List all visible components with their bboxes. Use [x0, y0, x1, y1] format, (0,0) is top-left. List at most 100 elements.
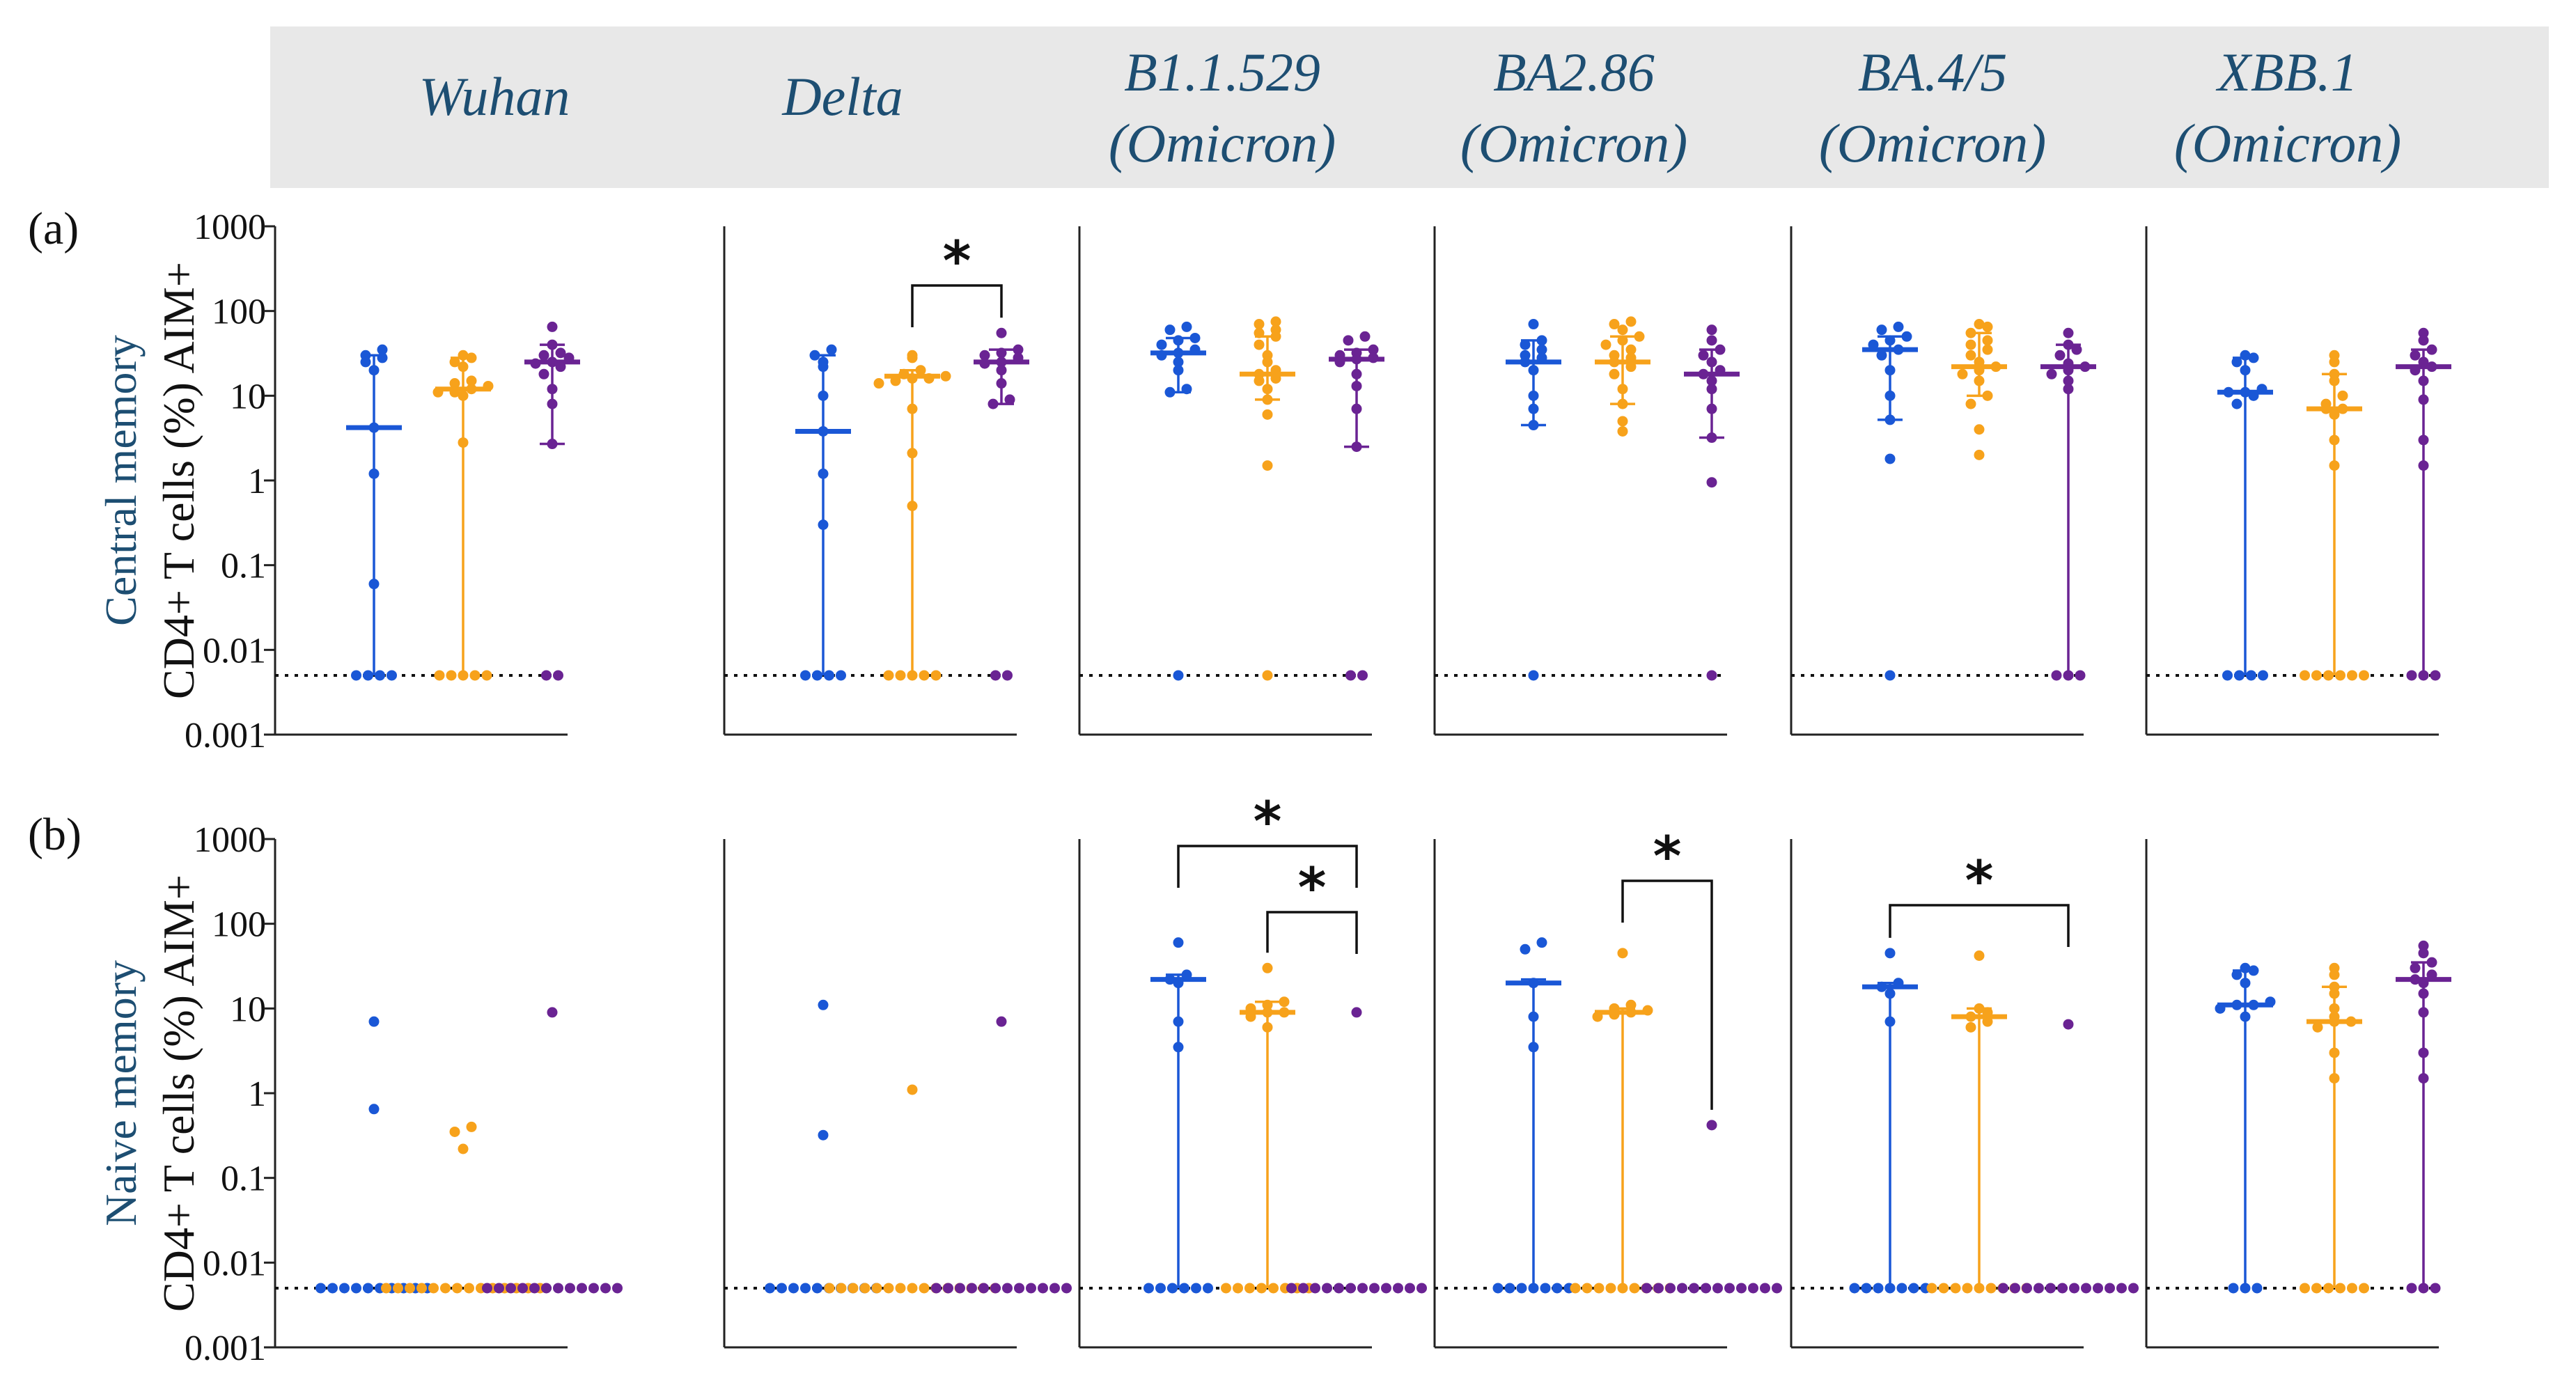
data-point-purple [2418, 1007, 2429, 1018]
data-point-orange [898, 368, 910, 379]
data-point-blue [2240, 1011, 2251, 1022]
data-point-purple [1310, 1283, 1320, 1294]
data-point-orange [446, 670, 457, 681]
data-point-purple [1049, 1283, 1060, 1294]
data-point-purple [1760, 1283, 1770, 1294]
data-point-orange [1982, 390, 1993, 401]
data-point-orange [483, 380, 494, 391]
data-point-purple [2410, 974, 2421, 985]
data-point-orange [1254, 327, 1265, 338]
data-point-orange [1982, 344, 1993, 355]
data-point-orange [449, 357, 460, 368]
data-point-purple [2426, 344, 2437, 355]
data-point-purple [2418, 327, 2429, 338]
data-point-purple [600, 1283, 611, 1294]
data-point-orange [1262, 394, 1273, 405]
data-point-blue [2228, 1283, 2239, 1294]
data-point-orange [1262, 409, 1273, 420]
data-point-purple [2418, 670, 2429, 681]
data-point-purple [588, 1283, 599, 1294]
data-point-purple [2418, 357, 2429, 368]
data-point-purple [996, 365, 1007, 376]
data-point-blue [2246, 670, 2256, 681]
data-point-purple [2116, 1283, 2127, 1294]
data-point-orange [1617, 398, 1628, 409]
data-point-orange [2329, 375, 2340, 386]
data-point-orange [1609, 368, 1620, 379]
data-point-orange [1617, 384, 1628, 395]
data-point-purple [547, 1007, 558, 1018]
data-point-purple [541, 1283, 552, 1294]
data-point-orange [1617, 416, 1628, 427]
data-point-orange [2329, 1047, 2340, 1058]
y-tick-label: 0.1 [221, 1159, 266, 1199]
data-point-orange [1262, 1021, 1273, 1033]
data-point-orange [2347, 1283, 2357, 1294]
data-point-blue [809, 350, 820, 361]
data-point-orange [1965, 350, 1976, 361]
data-point-purple [1706, 670, 1717, 681]
data-point-purple [1002, 1283, 1013, 1294]
data-point-blue [1164, 974, 1176, 985]
data-point-orange [381, 1283, 391, 1294]
data-point-blue [1492, 1283, 1504, 1294]
data-point-orange [1582, 1283, 1593, 1294]
data-point-orange [1974, 357, 1985, 368]
data-point-purple [1748, 1283, 1758, 1294]
data-point-orange [919, 1283, 930, 1294]
data-point-purple [482, 1283, 492, 1294]
data-point-purple [1701, 1283, 1711, 1294]
y-tick-label: 1 [248, 462, 266, 501]
data-point-orange [1609, 1009, 1620, 1020]
data-point-blue [1536, 335, 1547, 346]
data-point-orange [416, 1283, 427, 1294]
data-point-blue [2231, 969, 2242, 980]
data-point-orange [940, 370, 951, 382]
data-point-orange [2347, 670, 2357, 681]
data-point-orange [405, 1283, 415, 1294]
data-point-orange [1625, 1007, 1637, 1018]
data-point-blue [315, 1283, 326, 1294]
data-point-blue [1156, 339, 1167, 350]
data-point-blue [351, 1283, 361, 1294]
data-point-orange [1938, 1283, 1949, 1294]
data-point-purple [1665, 1283, 1676, 1294]
row-tag: (b) [28, 809, 81, 860]
data-point-purple [2410, 962, 2421, 973]
data-point-orange [2329, 357, 2340, 368]
data-point-orange [2311, 670, 2322, 681]
data-point-orange [1625, 344, 1637, 355]
data-point-blue [1536, 937, 1547, 948]
data-point-purple [1689, 1283, 1699, 1294]
y-tick-label: 0.1 [221, 547, 266, 586]
data-point-purple [1706, 375, 1717, 386]
data-point-orange [873, 378, 884, 389]
data-point-purple [547, 439, 558, 450]
data-point-purple [1706, 384, 1717, 395]
data-point-orange [466, 384, 477, 395]
data-point-blue [1203, 1283, 1213, 1294]
data-point-purple [529, 1283, 540, 1294]
data-point-purple [547, 357, 558, 368]
significance-bracket [1266, 911, 1358, 954]
data-point-purple [1369, 1283, 1380, 1294]
header-variant-name: Wuhan [419, 66, 570, 127]
data-point-orange [2359, 1283, 2369, 1294]
data-point-orange [1244, 1283, 1255, 1294]
data-point-purple [1351, 354, 1362, 365]
data-point-purple [2418, 460, 2429, 471]
data-point-purple [1381, 1283, 1391, 1294]
data-point-purple [547, 339, 558, 350]
data-point-purple [553, 670, 563, 681]
data-point-orange [2323, 670, 2334, 681]
data-point-blue [818, 390, 829, 401]
data-point-purple [1405, 1283, 1415, 1294]
data-point-orange [1617, 425, 1628, 437]
data-point-blue [1884, 1016, 1896, 1027]
data-point-blue [363, 670, 373, 681]
data-point-orange [1974, 365, 1985, 376]
data-point-blue [824, 670, 834, 681]
data-point-orange [1625, 999, 1637, 1010]
data-point-orange [1262, 384, 1273, 395]
data-point-orange [890, 375, 901, 386]
